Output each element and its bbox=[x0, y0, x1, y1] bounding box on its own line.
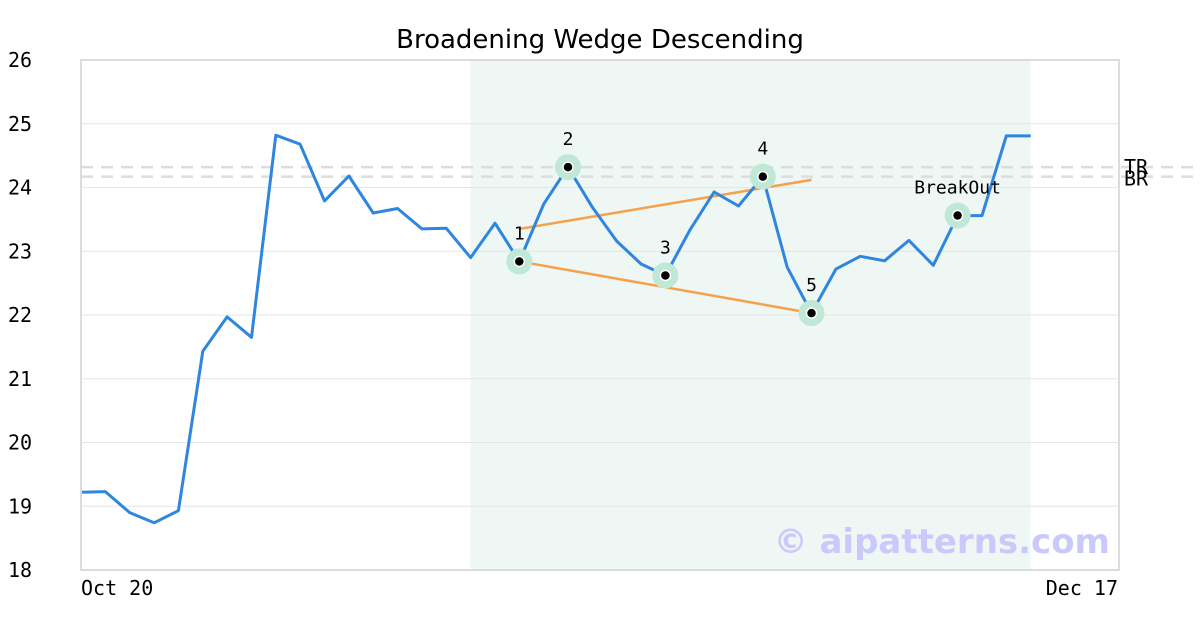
point-dot bbox=[513, 255, 526, 268]
y-tick-label: 23 bbox=[8, 239, 32, 263]
point-label: 5 bbox=[806, 275, 817, 296]
watermark: © aipatterns.com bbox=[774, 522, 1110, 562]
point-label: 2 bbox=[563, 129, 574, 150]
pattern-points: 1 2 3 4 5 BreakOut bbox=[506, 129, 1001, 327]
y-tick-label: 22 bbox=[8, 303, 32, 327]
x-tick-label: Dec 17 bbox=[1046, 576, 1118, 600]
point-label: BreakOut bbox=[914, 178, 1001, 199]
point-label: 3 bbox=[660, 237, 671, 258]
y-tick-label: 19 bbox=[8, 494, 32, 518]
point-dot bbox=[951, 209, 964, 222]
x-tick-label: Oct 20 bbox=[81, 576, 153, 600]
series-layer bbox=[80, 133, 1031, 525]
point-label: 1 bbox=[514, 223, 525, 244]
point-dot bbox=[805, 307, 818, 319]
chart-title: Broadening Wedge Descending bbox=[396, 25, 804, 55]
point-dot bbox=[659, 269, 672, 282]
y-tick-label: 25 bbox=[8, 112, 32, 136]
y-tick-label: 26 bbox=[8, 48, 32, 72]
price-line bbox=[80, 133, 1031, 525]
point-dot bbox=[562, 161, 574, 173]
reference-label-br: BR bbox=[1124, 167, 1149, 191]
y-tick-label: 18 bbox=[8, 558, 32, 582]
y-tick-label: 20 bbox=[8, 431, 32, 455]
y-tick-label: 24 bbox=[8, 176, 32, 200]
plot-frame bbox=[80, 59, 1120, 571]
reference-label-tr: TR bbox=[1124, 155, 1149, 179]
point-label: 4 bbox=[757, 139, 768, 160]
y-tick-label: 21 bbox=[8, 367, 32, 391]
point-dot bbox=[757, 170, 769, 183]
